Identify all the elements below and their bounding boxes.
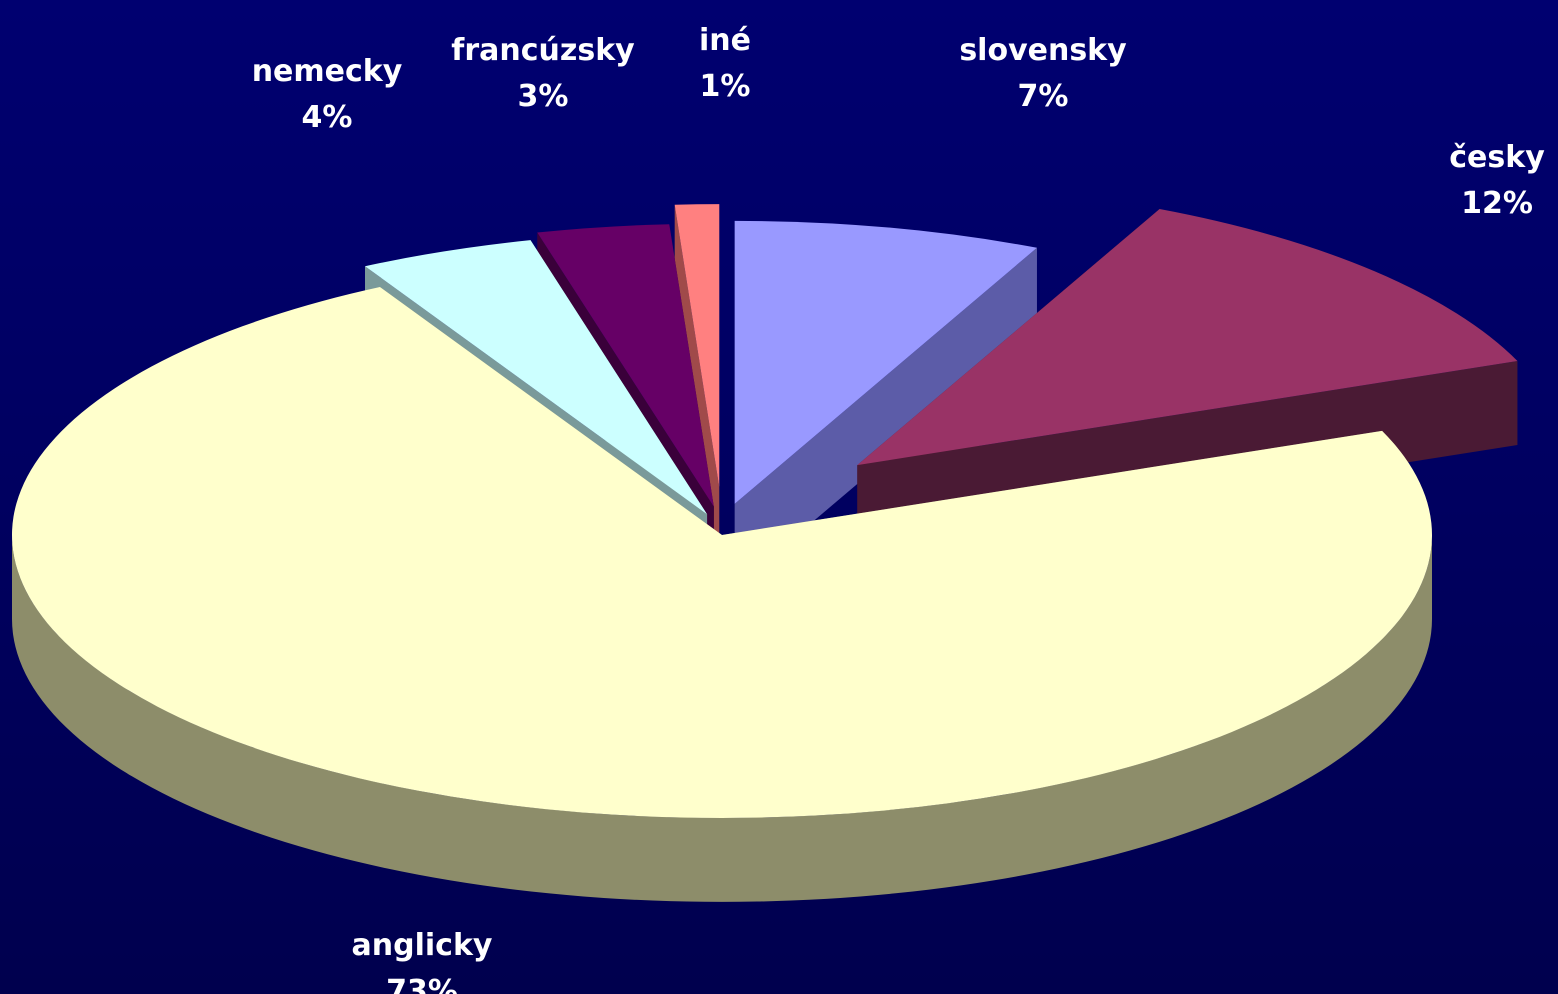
data-label-name-cesky: česky bbox=[1449, 140, 1545, 175]
pie-side-layer bbox=[12, 204, 1518, 902]
data-label-percent-anglicky: 73% bbox=[386, 974, 458, 994]
pie-slice-top-nemecky bbox=[365, 240, 708, 515]
data-label-name-francuzsky: francúzsky bbox=[451, 33, 635, 68]
pie-slice-top-cesky bbox=[857, 209, 1518, 466]
data-label-name-ine: iné bbox=[699, 23, 751, 58]
data-label-name-slovensky: slovensky bbox=[959, 33, 1127, 68]
pie-slice-slovensky bbox=[734, 220, 1037, 588]
pie-slice-wall-slovensky-end bbox=[734, 247, 1037, 588]
pie-label-layer: slovensky 7% česky 12% anglicky 73% nemecky 4% f… bbox=[252, 23, 1545, 994]
pie-slice-anglicky bbox=[12, 287, 1433, 902]
pie-slice-top-anglicky bbox=[12, 287, 1433, 818]
data-label-name-nemecky: nemecky bbox=[252, 54, 403, 89]
pie-slice-top-francuzsky bbox=[537, 224, 714, 507]
data-label-percent-nemecky: 4% bbox=[302, 100, 353, 135]
data-label-name-anglicky: anglicky bbox=[352, 928, 493, 963]
pie-slice-top-ine bbox=[674, 204, 720, 488]
pie-slice-top-slovensky bbox=[734, 220, 1037, 504]
data-label-percent-cesky: 12% bbox=[1461, 186, 1533, 221]
data-label-percent-ine: 1% bbox=[700, 69, 751, 104]
data-label-percent-francuzsky: 3% bbox=[518, 79, 569, 114]
pie-slice-rim-anglicky bbox=[12, 535, 1432, 902]
data-label-percent-slovensky: 7% bbox=[1018, 79, 1069, 114]
